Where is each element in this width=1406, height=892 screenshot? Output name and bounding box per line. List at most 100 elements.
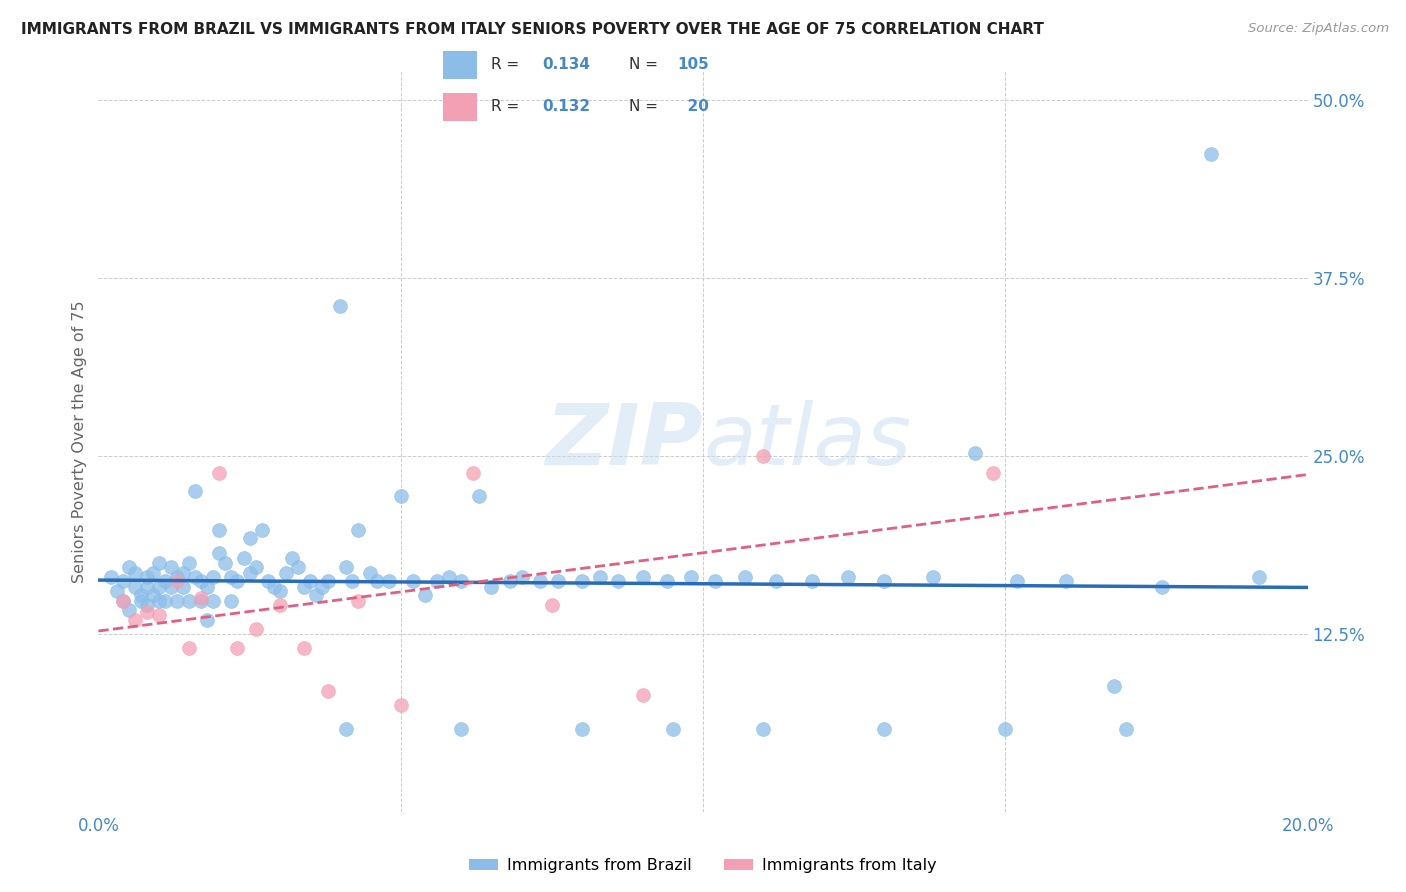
Point [269, 599, 291, 613]
Point [468, 489, 491, 503]
Text: ZIP: ZIP [546, 400, 703, 483]
Point [994, 722, 1017, 736]
Point [1152, 580, 1174, 594]
Point [873, 722, 896, 736]
Point [1115, 722, 1137, 736]
Point [347, 523, 370, 537]
Point [335, 559, 357, 574]
Text: 20: 20 [676, 99, 709, 114]
Point [463, 466, 485, 480]
Point [135, 570, 157, 584]
Text: R =: R = [491, 57, 524, 72]
Point [190, 594, 212, 608]
Point [316, 683, 339, 698]
Point [153, 594, 176, 608]
Point [208, 523, 231, 537]
Point [129, 588, 152, 602]
Point [179, 594, 201, 608]
Point [221, 570, 243, 584]
Text: IMMIGRANTS FROM BRAZIL VS IMMIGRANTS FROM ITALY SENIORS POVERTY OVER THE AGE OF : IMMIGRANTS FROM BRAZIL VS IMMIGRANTS FRO… [21, 22, 1045, 37]
Point [347, 594, 370, 608]
Text: Source: ZipAtlas.com: Source: ZipAtlas.com [1249, 22, 1389, 36]
Point [1102, 680, 1125, 694]
Point [245, 623, 267, 637]
Point [179, 556, 201, 570]
Point [921, 570, 943, 584]
Legend: Immigrants from Brazil, Immigrants from Italy: Immigrants from Brazil, Immigrants from … [463, 852, 943, 880]
Point [413, 588, 436, 602]
Point [190, 574, 212, 588]
Point [166, 574, 188, 588]
FancyBboxPatch shape [443, 93, 477, 120]
Point [184, 484, 207, 499]
Point [426, 574, 449, 588]
Point [148, 594, 170, 608]
Point [360, 566, 382, 580]
Point [179, 640, 201, 655]
Text: N =: N = [628, 99, 662, 114]
Point [377, 574, 399, 588]
Point [111, 594, 134, 608]
Point [704, 574, 727, 588]
Point [981, 466, 1004, 480]
Point [571, 574, 593, 588]
Point [214, 556, 236, 570]
Text: N =: N = [628, 57, 662, 72]
FancyBboxPatch shape [443, 51, 477, 78]
Point [510, 570, 533, 584]
Text: 0.132: 0.132 [543, 99, 591, 114]
Point [1199, 147, 1222, 161]
Point [250, 523, 273, 537]
Point [135, 599, 157, 613]
Point [837, 570, 859, 584]
Point [765, 574, 787, 588]
Point [342, 574, 364, 588]
Point [105, 584, 128, 599]
Point [316, 574, 339, 588]
Text: atlas: atlas [703, 400, 911, 483]
Point [965, 446, 987, 460]
Point [631, 688, 654, 702]
Point [299, 574, 322, 588]
Point [287, 559, 309, 574]
Point [1249, 570, 1271, 584]
Point [661, 722, 683, 736]
Point [226, 574, 249, 588]
Point [172, 580, 194, 594]
Point [118, 602, 141, 616]
Point [148, 608, 170, 623]
Point [239, 532, 262, 546]
Point [245, 559, 267, 574]
Point [607, 574, 630, 588]
Point [160, 580, 183, 594]
Point [450, 722, 472, 736]
Point [366, 574, 388, 588]
Point [124, 613, 146, 627]
Point [124, 566, 146, 580]
Point [166, 594, 188, 608]
Point [547, 574, 569, 588]
Point [124, 580, 146, 594]
Point [118, 559, 141, 574]
Point [129, 594, 152, 608]
Point [389, 698, 412, 712]
Point [655, 574, 678, 588]
Point [281, 551, 304, 566]
Point [292, 580, 315, 594]
Point [100, 570, 122, 584]
Text: 0.134: 0.134 [543, 57, 591, 72]
Point [311, 580, 333, 594]
Point [305, 588, 328, 602]
Point [571, 722, 593, 736]
Point [202, 594, 225, 608]
Point [752, 722, 775, 736]
Point [202, 570, 225, 584]
Text: 105: 105 [676, 57, 709, 72]
Point [208, 546, 231, 560]
Point [208, 466, 231, 480]
Point [274, 566, 297, 580]
Point [752, 449, 775, 463]
Point [232, 551, 254, 566]
Point [184, 570, 207, 584]
Point [631, 570, 654, 584]
